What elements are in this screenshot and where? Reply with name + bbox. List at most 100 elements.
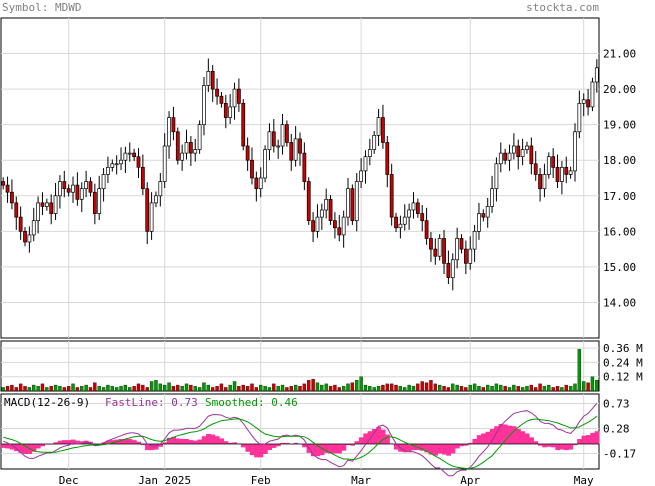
volume-bar xyxy=(555,386,560,392)
volume-bar xyxy=(455,384,459,392)
candle-body xyxy=(472,230,477,250)
volume-bar xyxy=(267,387,272,392)
candle-body xyxy=(420,213,425,222)
volume-tick-label: 0.24 M xyxy=(603,356,643,369)
price-tick-label: 20.00 xyxy=(603,83,636,96)
macd-hist-bar xyxy=(162,442,168,444)
volume-bar xyxy=(62,387,66,392)
candle-body xyxy=(398,223,403,229)
candle-body xyxy=(446,262,451,278)
volume-bar xyxy=(289,386,293,392)
macd-hist-bar xyxy=(380,429,386,444)
candle-body xyxy=(136,156,141,168)
macd-hist-bar xyxy=(511,426,517,444)
macd-hist-bar xyxy=(441,444,447,455)
candle-body xyxy=(463,248,468,264)
macd-hist-bar xyxy=(428,444,434,455)
macd-hist-bar xyxy=(350,444,355,446)
candle-body xyxy=(542,174,547,190)
candle-body xyxy=(58,181,62,197)
candle-body xyxy=(140,166,145,190)
candle-body xyxy=(79,188,84,200)
volume-bar xyxy=(333,384,337,392)
volume-bar xyxy=(368,386,372,392)
macd-hist-bar xyxy=(131,440,137,444)
volume-bar xyxy=(180,386,184,392)
volume-bar xyxy=(499,384,503,392)
candle-body xyxy=(394,216,398,229)
macd-hist-bar xyxy=(420,444,425,451)
volume-bar xyxy=(228,384,232,392)
macd-hist-bar xyxy=(433,444,438,456)
volume-bar xyxy=(564,384,568,392)
volume-panel: 0.36 M0.24 M 0.12 M xyxy=(0,340,643,392)
volume-bar xyxy=(18,383,23,392)
macd-hist-bar xyxy=(127,439,133,444)
volume-bar xyxy=(149,381,154,392)
volume-bar xyxy=(538,383,542,392)
volume-bar xyxy=(10,384,14,392)
candle-body xyxy=(525,145,529,150)
macd-hist-bar xyxy=(472,439,478,444)
x-tick-label: Mar xyxy=(351,474,371,486)
volume-bar xyxy=(211,387,215,392)
candle-body xyxy=(577,102,582,133)
volume-bar xyxy=(385,383,389,392)
macd-hist-bar xyxy=(232,442,238,444)
candle-body xyxy=(97,188,102,214)
volume-bar xyxy=(32,384,36,392)
candle-body xyxy=(119,159,123,165)
candle-body xyxy=(285,124,289,143)
price-tick-label: 14.00 xyxy=(603,296,636,309)
candle-body xyxy=(180,152,185,161)
macd-hist-bar xyxy=(267,444,273,451)
macd-hist-bar xyxy=(529,437,534,444)
volume-bar xyxy=(481,387,486,392)
volume-bar xyxy=(459,386,464,392)
macd-hist-bar xyxy=(275,444,281,447)
macd-hist-bar xyxy=(245,444,251,452)
volume-bar xyxy=(189,384,193,392)
macd-label: MACD(12-26-9) xyxy=(4,396,90,409)
candle-body xyxy=(219,95,224,104)
macd-hist-bar xyxy=(454,444,460,449)
macd-hist-bar xyxy=(184,439,190,444)
volume-bar xyxy=(337,387,341,392)
candle-body xyxy=(75,184,80,200)
volume-bar xyxy=(75,387,80,392)
volume-bar xyxy=(88,387,93,392)
macd-hist-bar xyxy=(293,442,299,444)
volume-bar xyxy=(66,386,71,392)
candle-body xyxy=(407,209,412,218)
macd-hist-bar xyxy=(171,436,176,444)
macd-hist-bar xyxy=(332,444,338,454)
candle-body xyxy=(490,188,494,207)
macd-hist-bar xyxy=(188,440,194,444)
candle-body xyxy=(568,170,573,175)
volume-bar xyxy=(542,386,547,392)
volume-bar xyxy=(346,383,350,392)
candle-body xyxy=(424,220,429,239)
candle-body xyxy=(237,88,241,104)
volume-bar xyxy=(429,380,433,392)
macd-hist-bar xyxy=(542,444,548,448)
macd-hist-bar xyxy=(581,435,587,444)
macd-hist-bar xyxy=(411,444,417,451)
macd-hist-bar xyxy=(105,440,111,444)
candle-body xyxy=(363,156,368,172)
candle-body xyxy=(84,181,88,190)
x-tick-label: Jan 2025 xyxy=(138,474,191,486)
volume-bar xyxy=(53,384,58,392)
candle-body xyxy=(385,142,390,175)
volume-bar xyxy=(163,384,167,392)
candle-body xyxy=(455,238,460,261)
volume-bar xyxy=(215,386,219,392)
price-tick-label: 18.00 xyxy=(603,154,636,167)
candle-body xyxy=(590,81,595,108)
candle-body xyxy=(459,238,464,250)
candle-body xyxy=(167,117,171,147)
candle-body xyxy=(359,170,363,182)
macd-hist-bar xyxy=(555,444,561,451)
candle-body xyxy=(298,138,302,154)
macd-hist-bar xyxy=(254,444,259,458)
